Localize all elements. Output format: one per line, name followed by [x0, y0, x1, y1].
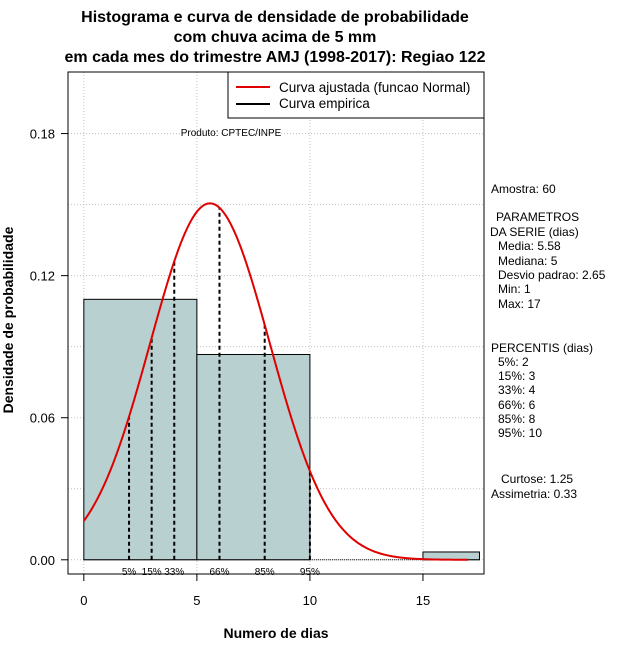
y-tick-label-0: 0.00 [30, 553, 55, 568]
percentiles-title: PERCENTIS (dias) [491, 341, 593, 355]
y-tick-label-3: 0.18 [30, 127, 55, 142]
stat-min: Min: 1 [498, 282, 531, 296]
x-tick-label-1: 5 [193, 593, 200, 608]
x-axis-title: Numero de dias [223, 625, 328, 641]
plot-area: 5% 15% 33% 66% 85% 95% [67, 71, 485, 578]
legend-label-fit: Curva ajustada (funcao Normal) [279, 80, 470, 95]
percentile-95: 95%: 10 [498, 426, 542, 440]
legend: Curva ajustada (funcao Normal) Curva emp… [227, 71, 485, 119]
y-tick-label-1: 0.06 [30, 411, 55, 426]
stat-skewness: Assimetria: 0.33 [491, 487, 577, 501]
x-tick-label-3: 15 [416, 593, 430, 608]
stat-mean: Media: 5.58 [498, 239, 561, 253]
y-axis-title: Densidade de probabilidade [0, 226, 16, 413]
statistics-panel: Amostra: 60 PARAMETROS DA SERIE (dias) M… [490, 182, 606, 501]
stat-median: Mediana: 5 [498, 254, 558, 268]
percentile-66: 66%: 6 [498, 398, 536, 412]
percentile-label-3: 66% [209, 567, 229, 578]
x-tick-label-0: 0 [80, 593, 87, 608]
legend-label-empirical: Curva empirica [279, 96, 370, 111]
params-subtitle: DA SERIE (dias) [490, 225, 579, 239]
y-axis: 0.00 0.06 0.12 0.18 [30, 127, 69, 568]
product-label: Produto: CPTEC/INPE [181, 128, 282, 139]
percentile-label-5: 95% [300, 567, 320, 578]
normal-fit-curve [83, 202, 469, 561]
percentile-5: 5%: 2 [498, 355, 529, 369]
chart-title-line-1: Histograma e curva de densidade de proba… [81, 9, 469, 26]
y-tick-label-2: 0.12 [30, 269, 55, 284]
percentile-label-1: 15% [142, 567, 162, 578]
percentile-label-0: 5% [122, 567, 137, 578]
x-tick-label-2: 10 [303, 593, 317, 608]
histogram-bar-0 [83, 298, 198, 561]
params-title: PARAMETROS [496, 210, 579, 224]
chart-title-line-3: em cada mes do trimestre AMJ (1998-2017)… [65, 49, 486, 66]
stat-std-dev: Desvio padrao: 2.65 [498, 268, 606, 282]
percentile-label-4: 85% [255, 567, 275, 578]
sample-size: Amostra: 60 [491, 182, 556, 196]
percentile-15: 15%: 3 [498, 369, 536, 383]
percentile-label-2: 33% [164, 567, 184, 578]
stat-max: Max: 17 [498, 297, 541, 311]
stat-kurtosis: Curtose: 1.25 [501, 472, 573, 486]
percentile-33: 33%: 4 [498, 383, 536, 397]
chart-title-line-2: com chuva acima de 5 mm [174, 29, 377, 46]
percentile-labels: 5% 15% 33% 66% 85% 95% [122, 567, 320, 578]
legend-box [227, 71, 485, 119]
x-axis: 0 5 10 15 [80, 573, 430, 608]
histogram-bars [83, 298, 480, 561]
percentile-85: 85%: 8 [498, 412, 536, 426]
percentile-lines [128, 207, 311, 560]
histogram-bar-1 [196, 353, 311, 561]
